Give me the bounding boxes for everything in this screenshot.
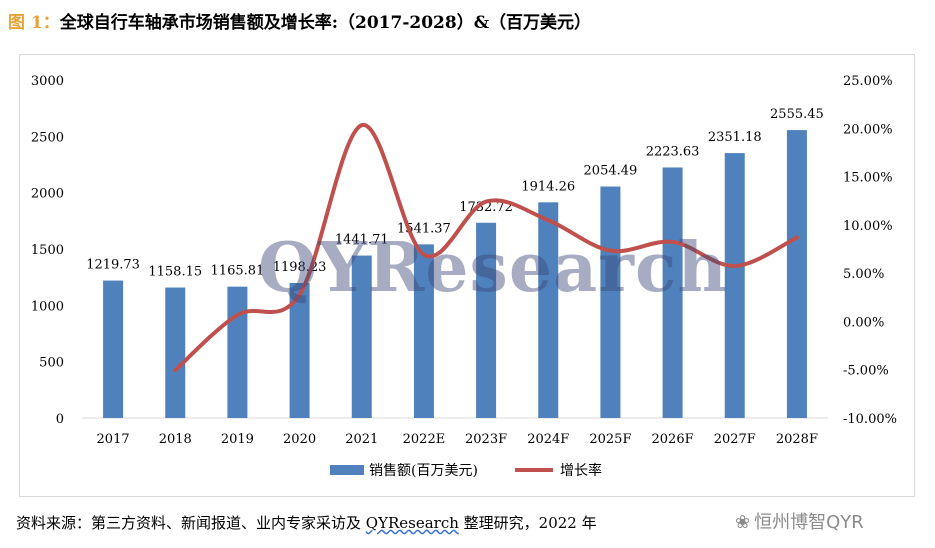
x-tick-label: 2022E [403,432,446,447]
bar-data-label: 2555.45 [770,107,824,122]
bar [289,282,310,418]
y-right-tick-label: -5.00% [843,364,889,379]
bar [351,255,372,418]
y-left-tick-label: 0 [56,412,64,427]
legend-bar-label: 销售额(百万美元) [369,463,478,479]
y-left-tick-label: 2000 [31,187,64,202]
bar-data-label: 1158.15 [148,265,202,280]
legend-line-label: 增长率 [560,462,602,479]
chart-frame [19,54,915,497]
figure-number: 图 1： [8,13,60,33]
y-left-tick-label: 500 [39,356,64,371]
bar [662,167,683,418]
x-tick-label: 2024F [527,432,569,447]
source-prefix: 资料来源：第三方资料、新闻报道、业内专家采访及 [16,514,366,532]
bar [227,286,248,418]
title-text: 全球自行车轴承市场销售额及增长率:（2017-2028）&（百万美元） [59,13,592,33]
x-tick-label: 2027F [714,432,756,447]
bar [165,287,186,418]
chart-title: 图 1：全球自行车轴承市场销售额及增长率:（2017-2028）&（百万美元） [8,8,591,33]
bar-data-label: 2223.63 [646,144,700,159]
bar-data-label: 1198.23 [273,260,327,275]
bar [786,130,807,418]
growth-rate-line [173,123,799,373]
x-tick-label: 2023F [465,432,507,447]
source-brand: QYResearch [365,514,459,532]
y-right-tick-label: 0.00% [843,315,884,330]
bar-data-label: 1914.26 [521,179,575,194]
y-left-tick-label: 1500 [31,243,64,258]
y-right-tick-label: 25.00% [843,74,893,89]
bar [600,186,621,418]
bar-data-label: 2351.18 [708,130,762,145]
bar-data-label: 1219.73 [86,258,140,273]
x-tick-label: 2018 [159,432,192,447]
y-right-tick-label: 5.00% [843,267,884,282]
bar [476,222,497,418]
legend-bar-swatch [330,465,364,475]
y-right-tick-label: 20.00% [843,122,893,137]
y-right-tick-label: 15.00% [843,171,893,186]
y-right-tick-label: -10.00% [843,412,897,427]
bar [538,202,559,418]
x-tick-label: 2025F [589,432,631,447]
source-suffix: 整理研究，2022 年 [458,514,597,532]
x-tick-label: 2019 [221,432,254,447]
bar [724,153,745,418]
x-tick-label: 2017 [97,432,130,447]
wechat-watermark: ❀ 恒州博智QYR [735,508,864,534]
x-tick-label: 2026F [652,432,694,447]
bar-data-label: 1165.81 [211,264,265,279]
bar-data-label: 1441.71 [335,233,389,248]
x-tick-label: 2028F [776,432,818,447]
source-note: 资料来源：第三方资料、新闻报道、业内专家采访及 QYResearch 整理研究，… [16,512,597,533]
bar-data-label: 2054.49 [584,164,638,179]
bar [103,280,124,418]
wechat-icon: ❀ [735,512,751,533]
y-left-tick-label: 1000 [31,299,64,314]
wechat-text: 恒州博智QYR [754,512,864,533]
y-left-tick-label: 3000 [31,74,64,89]
x-tick-label: 2021 [345,432,378,447]
x-tick-label: 2020 [283,432,316,447]
y-right-tick-label: 10.00% [843,219,893,234]
bar [413,244,434,418]
y-left-tick-label: 2500 [31,130,64,145]
